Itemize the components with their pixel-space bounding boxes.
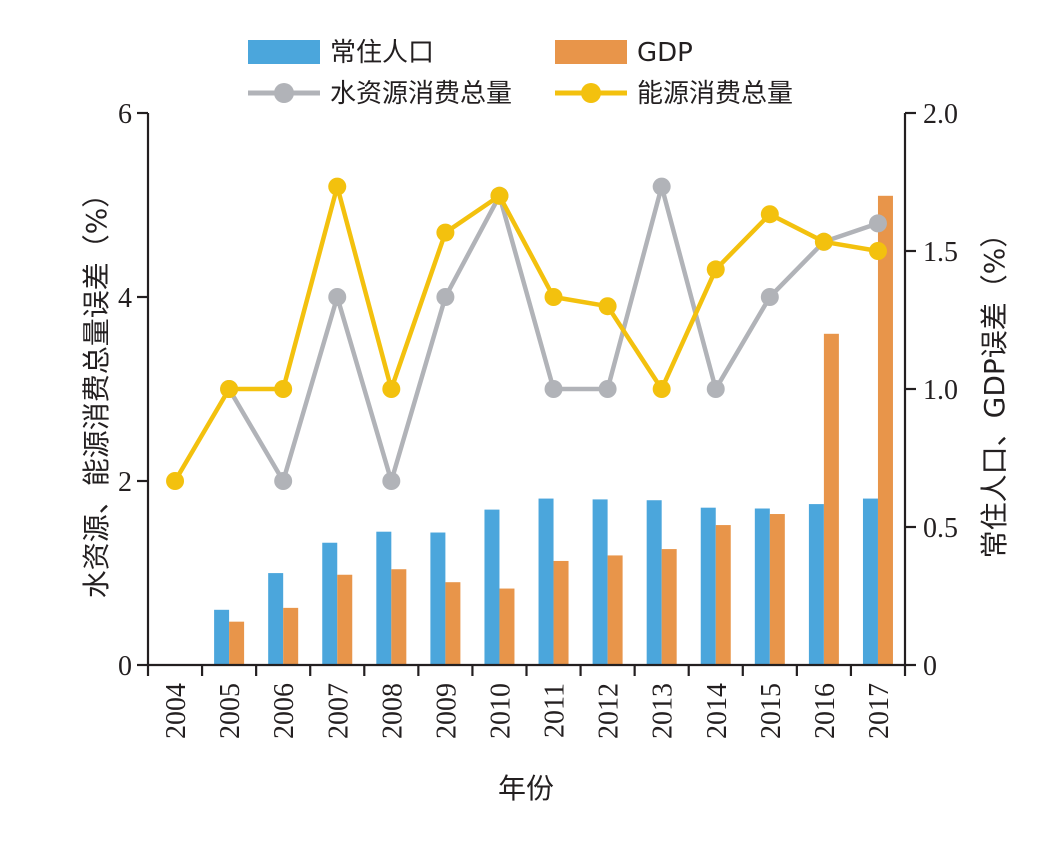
point-水资源消费总量-2009 xyxy=(436,288,455,306)
left-tick-label: 4 xyxy=(118,283,132,314)
bar-常住人口-2016 xyxy=(808,504,824,665)
x-tick-label-2015: 2015 xyxy=(756,683,787,739)
x-tick-label-2007: 2007 xyxy=(323,683,354,739)
point-水资源消费总量-2017 xyxy=(868,214,887,233)
legend-swatch xyxy=(555,40,627,64)
point-能源消费总量-2012 xyxy=(598,297,617,316)
bar-GDP-2017 xyxy=(877,195,893,666)
point-水资源消费总量-2014 xyxy=(706,380,725,398)
point-能源消费总量-2015 xyxy=(760,205,779,224)
point-水资源消费总量-2015 xyxy=(760,288,779,306)
bar-GDP-2010 xyxy=(499,588,515,665)
point-能源消费总量-2004 xyxy=(166,472,185,490)
x-tick-label-2006: 2006 xyxy=(269,683,300,739)
legend-label: 水资源消费总量 xyxy=(330,79,512,109)
bar-常住人口-2005 xyxy=(214,609,230,665)
bar-GDP-2008 xyxy=(391,569,407,665)
point-能源消费总量-2011 xyxy=(544,288,563,306)
point-水资源消费总量-2011 xyxy=(544,380,563,398)
bar-GDP-2016 xyxy=(823,333,839,665)
bars-layer xyxy=(214,195,893,666)
point-能源消费总量-2014 xyxy=(706,260,725,279)
point-能源消费总量-2009 xyxy=(436,223,455,242)
bar-常住人口-2010 xyxy=(484,509,500,665)
legend-swatch-marker xyxy=(274,83,294,103)
bar-常住人口-2008 xyxy=(376,531,392,665)
point-能源消费总量-2017 xyxy=(868,242,887,260)
point-水资源消费总量-2013 xyxy=(652,177,671,196)
bar-GDP-2013 xyxy=(661,549,677,665)
point-水资源消费总量-2007 xyxy=(328,288,347,306)
x-tick-label-2017: 2017 xyxy=(864,683,895,739)
bar-GDP-2006 xyxy=(283,607,299,665)
point-水资源消费总量-2006 xyxy=(274,472,293,490)
bar-GDP-2012 xyxy=(607,555,623,665)
point-能源消费总量-2010 xyxy=(490,186,509,205)
bar-GDP-2014 xyxy=(715,525,731,665)
bar-GDP-2011 xyxy=(553,560,569,665)
legend-swatch xyxy=(248,40,320,64)
left-tick-label: 6 xyxy=(118,99,132,130)
x-tick-label-2012: 2012 xyxy=(594,683,625,739)
x-tick-label-2004: 2004 xyxy=(161,683,192,739)
x-tick-label-2011: 2011 xyxy=(540,683,571,738)
legend-item-常住人口: 常住人口 xyxy=(248,38,434,68)
bar-常住人口-2007 xyxy=(322,542,338,665)
bar-GDP-2005 xyxy=(229,621,245,665)
point-能源消费总量-2006 xyxy=(274,380,293,398)
point-水资源消费总量-2012 xyxy=(598,380,617,398)
axes-layer: 0 2 4 6 0 0.5 1.0 1.5 2.0 2004 2005 2006 2007 2008 200… xyxy=(118,99,958,739)
legend-item-水资源消费总量: 水资源消费总量 xyxy=(248,79,512,109)
point-能源消费总量-2008 xyxy=(382,380,401,398)
bar-常住人口-2015 xyxy=(754,508,770,665)
right-axis-title: 常住人口、GDP误差（%） xyxy=(978,220,1011,559)
x-tick-label-2014: 2014 xyxy=(702,683,733,739)
bar-常住人口-2011 xyxy=(538,498,554,665)
x-tick-label-2013: 2013 xyxy=(648,683,679,739)
legend: 常住人口 GDP 水资源消费总量 能源消费总量 xyxy=(248,38,793,109)
bar-常住人口-2014 xyxy=(700,507,716,665)
legend-label: 能源消费总量 xyxy=(637,79,793,109)
left-axis-title: 水资源、能源消费总量误差（%） xyxy=(80,180,113,599)
right-tick-label: 2.0 xyxy=(923,99,958,130)
legend-item-GDP: GDP xyxy=(555,38,693,68)
right-tick-label: 1.5 xyxy=(923,237,958,268)
point-能源消费总量-2013 xyxy=(652,380,671,398)
point-能源消费总量-2016 xyxy=(814,232,833,251)
bar-常住人口-2013 xyxy=(646,500,662,665)
x-tick-label-2008: 2008 xyxy=(377,683,408,739)
left-tick-label: 2 xyxy=(118,467,132,498)
legend-label: GDP xyxy=(637,38,693,68)
x-tick-label-2010: 2010 xyxy=(485,683,516,739)
left-tick-label: 0 xyxy=(118,651,132,682)
x-tick-label-2009: 2009 xyxy=(431,683,462,739)
legend-label: 常住人口 xyxy=(330,38,434,68)
point-能源消费总量-2007 xyxy=(328,177,347,196)
right-tick-label: 0.5 xyxy=(923,513,958,544)
bar-GDP-2009 xyxy=(445,582,461,665)
x-tick-label-2005: 2005 xyxy=(215,683,246,739)
point-能源消费总量-2005 xyxy=(220,380,239,398)
bar-常住人口-2006 xyxy=(268,573,284,665)
line-能源消费总量 xyxy=(173,184,879,483)
right-tick-label: 0 xyxy=(923,651,937,682)
legend-swatch-marker xyxy=(581,83,601,103)
x-axis-title: 年份 xyxy=(498,772,554,805)
bar-GDP-2015 xyxy=(769,514,785,665)
point-水资源消费总量-2008 xyxy=(382,472,401,490)
bar-常住人口-2017 xyxy=(862,498,878,665)
legend-item-能源消费总量: 能源消费总量 xyxy=(555,79,793,109)
bar-GDP-2007 xyxy=(337,574,353,665)
bar-常住人口-2012 xyxy=(592,499,608,665)
x-tick-label-2016: 2016 xyxy=(810,683,841,739)
lines-layer xyxy=(166,177,887,490)
right-tick-label: 1.0 xyxy=(923,375,958,406)
bar-常住人口-2009 xyxy=(430,532,446,665)
